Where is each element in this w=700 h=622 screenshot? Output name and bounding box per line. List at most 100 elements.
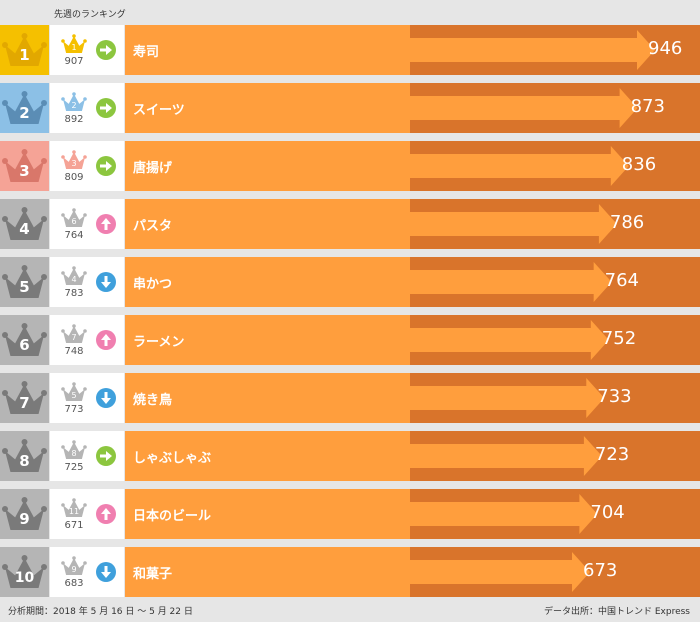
- item-label: 焼き鳥: [133, 393, 173, 408]
- prev-score: 683: [64, 578, 84, 589]
- item-label: 寿司: [133, 45, 160, 60]
- prev-score: 783: [64, 288, 84, 299]
- prev-rank-number: 9: [71, 565, 76, 574]
- bar-background-light: [125, 83, 410, 133]
- prev-score: 809: [64, 172, 84, 183]
- small-crown-icon: 1: [61, 34, 87, 53]
- value-label: 704: [590, 502, 625, 523]
- value-label: 673: [583, 560, 618, 581]
- rank-cell: 3: [0, 141, 49, 191]
- prev-week-cell: 5 773: [50, 373, 124, 423]
- ranking-row: 7 5 773 焼き鳥 733: [0, 373, 700, 423]
- item-label: スイーツ: [133, 103, 185, 118]
- small-crown-icon: 3: [61, 150, 87, 169]
- item-label: 日本のビール: [133, 509, 212, 524]
- bar-background-light: [125, 373, 410, 423]
- prev-score: 764: [64, 230, 84, 241]
- value-label: 946: [648, 38, 683, 59]
- prev-rank-number: 1: [71, 43, 76, 52]
- ranking-row: 1 1 907 寿司 946: [0, 25, 700, 75]
- bar-area: 寿司 946: [125, 25, 700, 75]
- value-arrow: [410, 204, 617, 244]
- prev-week-cell: 9 683: [50, 547, 124, 597]
- prev-score: 892: [64, 114, 84, 125]
- value-arrow: [410, 30, 655, 70]
- bar-background-light: [125, 141, 410, 191]
- small-crown-icon: 6: [61, 208, 87, 227]
- arrow-up-icon: [96, 330, 116, 350]
- value-label: 752: [601, 328, 637, 349]
- prev-week-cell: 6 764: [50, 199, 124, 249]
- bar-background-light: [125, 431, 410, 481]
- prev-week-cell: 8 725: [50, 431, 124, 481]
- prev-week-cell: 1 907: [50, 25, 124, 75]
- prev-week-cell: 4 783: [50, 257, 124, 307]
- rank-number: 6: [19, 336, 29, 354]
- rank-cell: 10: [0, 547, 49, 597]
- bar-area: 焼き鳥 733: [125, 373, 700, 423]
- arrow-up-icon: [96, 504, 116, 524]
- value-arrow: [410, 262, 612, 302]
- prev-score: 748: [64, 346, 84, 357]
- bar-area: パスタ 786: [125, 199, 700, 249]
- bar-area: 日本のビール 704: [125, 489, 700, 539]
- item-label: 串かつ: [133, 277, 173, 292]
- bar-area: 和菓子 673: [125, 547, 700, 597]
- rank-number: 2: [19, 104, 29, 122]
- arrow-right-icon: [96, 98, 116, 118]
- crown-icon: 7: [2, 381, 47, 414]
- rank-number: 4: [19, 220, 29, 238]
- value-arrow: [410, 494, 598, 534]
- rank-cell: 6: [0, 315, 49, 365]
- crown-icon: 2: [2, 91, 47, 124]
- item-label: 和菓子: [133, 567, 173, 582]
- bar-background-light: [125, 257, 410, 307]
- small-crown-icon: 2: [61, 92, 87, 111]
- crown-icon: 1: [2, 33, 47, 66]
- rank-cell: 2: [0, 83, 49, 133]
- item-label: パスタ: [133, 219, 173, 234]
- ranking-row: 2 2 892 スイーツ 873: [0, 83, 700, 133]
- item-label: ラーメン: [133, 335, 185, 350]
- prev-score: 671: [64, 520, 84, 531]
- ranking-row: 9 11 671 日本のビール 704: [0, 489, 700, 539]
- prev-week-cell: 3 809: [50, 141, 124, 191]
- item-label: 唐揚げ: [133, 161, 173, 176]
- rank-cell: 5: [0, 257, 49, 307]
- crown-icon: 6: [2, 323, 47, 356]
- small-crown-icon: 11: [61, 498, 87, 517]
- prev-rank-number: 11: [69, 507, 79, 516]
- rank-cell: 1: [0, 25, 49, 75]
- bar-area: 串かつ 764: [125, 257, 700, 307]
- prev-score: 773: [64, 404, 84, 415]
- arrow-right-icon: [96, 40, 116, 60]
- arrow-down-icon: [96, 388, 116, 408]
- bar-area: しゃぶしゃぶ 723: [125, 431, 700, 481]
- rank-number: 7: [19, 394, 29, 412]
- prev-rank-number: 7: [71, 333, 76, 342]
- prev-score: 907: [64, 56, 84, 67]
- bar-background-light: [125, 199, 410, 249]
- rank-cell: 8: [0, 431, 49, 481]
- rank-number: 10: [15, 570, 35, 586]
- prev-week-ranking-label: 先週のランキング: [54, 10, 126, 20]
- small-crown-icon: 4: [61, 266, 87, 285]
- value-label: 786: [609, 212, 645, 233]
- bar-background-light: [125, 25, 410, 75]
- prev-rank-number: 4: [71, 275, 76, 284]
- arrow-down-icon: [96, 272, 116, 292]
- value-arrow: [410, 146, 629, 186]
- value-arrow: [410, 436, 602, 476]
- bar-background-light: [125, 547, 410, 597]
- bar-background-light: [125, 315, 410, 365]
- value-label: 723: [594, 444, 630, 465]
- value-label: 873: [630, 96, 665, 117]
- rank-cell: 4: [0, 199, 49, 249]
- value-label: 733: [597, 386, 632, 407]
- value-arrow: [410, 88, 638, 128]
- bar-area: 唐揚げ 836: [125, 141, 700, 191]
- ranking-row: 4 6 764 パスタ 786: [0, 199, 700, 249]
- value-arrow: [410, 552, 590, 592]
- arrow-right-icon: [96, 156, 116, 176]
- prev-rank-number: 3: [71, 159, 76, 168]
